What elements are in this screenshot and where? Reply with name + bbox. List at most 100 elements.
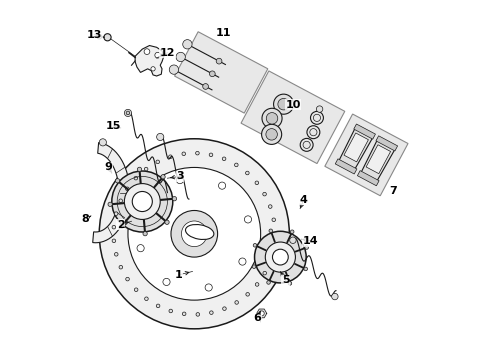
- Text: 8: 8: [81, 215, 89, 224]
- Circle shape: [142, 202, 149, 210]
- Circle shape: [290, 230, 293, 234]
- Circle shape: [263, 271, 266, 275]
- Circle shape: [115, 179, 120, 183]
- Circle shape: [119, 265, 122, 269]
- Circle shape: [182, 312, 185, 316]
- Text: 5: 5: [282, 275, 289, 285]
- Text: 7: 7: [388, 186, 396, 196]
- Polygon shape: [93, 143, 129, 243]
- Text: 10: 10: [285, 100, 300, 110]
- Circle shape: [222, 157, 225, 161]
- Circle shape: [144, 167, 147, 171]
- Polygon shape: [360, 139, 395, 183]
- Circle shape: [272, 249, 287, 265]
- Circle shape: [259, 311, 264, 316]
- Polygon shape: [256, 309, 266, 318]
- Circle shape: [216, 58, 222, 64]
- Circle shape: [254, 231, 305, 283]
- Circle shape: [255, 181, 258, 185]
- Circle shape: [171, 211, 217, 257]
- Circle shape: [287, 282, 291, 285]
- Circle shape: [268, 259, 272, 262]
- Circle shape: [181, 221, 207, 247]
- Circle shape: [252, 265, 255, 269]
- Circle shape: [104, 34, 111, 41]
- Circle shape: [112, 239, 116, 243]
- Circle shape: [266, 281, 270, 284]
- Circle shape: [266, 113, 277, 124]
- Circle shape: [245, 171, 248, 175]
- Circle shape: [134, 176, 138, 180]
- Circle shape: [156, 134, 163, 140]
- Circle shape: [144, 297, 148, 301]
- Circle shape: [128, 167, 260, 300]
- Circle shape: [156, 160, 159, 164]
- Circle shape: [265, 242, 295, 272]
- Circle shape: [265, 129, 277, 140]
- Circle shape: [261, 124, 281, 144]
- Circle shape: [262, 108, 282, 129]
- Circle shape: [196, 312, 199, 316]
- Text: 9: 9: [104, 162, 112, 172]
- Text: 1: 1: [174, 270, 182, 280]
- Text: 3: 3: [176, 171, 183, 181]
- Circle shape: [124, 184, 160, 220]
- Circle shape: [172, 197, 176, 201]
- Polygon shape: [335, 159, 356, 174]
- Circle shape: [316, 106, 322, 112]
- Text: 15: 15: [106, 121, 121, 131]
- Circle shape: [238, 258, 245, 265]
- Circle shape: [245, 293, 249, 296]
- Circle shape: [271, 218, 275, 221]
- Circle shape: [108, 202, 112, 207]
- Circle shape: [268, 205, 271, 208]
- Circle shape: [176, 176, 183, 184]
- Circle shape: [161, 175, 165, 179]
- Text: 2: 2: [117, 220, 124, 230]
- Circle shape: [134, 288, 138, 292]
- Circle shape: [142, 231, 147, 236]
- Circle shape: [331, 293, 337, 300]
- Circle shape: [163, 278, 170, 285]
- Circle shape: [164, 220, 169, 224]
- Text: 13: 13: [87, 30, 102, 40]
- Circle shape: [97, 34, 102, 39]
- Circle shape: [195, 151, 199, 155]
- Circle shape: [222, 307, 226, 310]
- Text: 4: 4: [299, 195, 307, 205]
- Text: 12: 12: [159, 48, 175, 58]
- Circle shape: [234, 301, 238, 304]
- Circle shape: [156, 304, 160, 308]
- Circle shape: [203, 84, 208, 89]
- Circle shape: [151, 67, 155, 71]
- Text: 6: 6: [253, 313, 261, 323]
- Circle shape: [125, 277, 129, 281]
- Circle shape: [137, 244, 144, 252]
- Circle shape: [183, 40, 192, 49]
- Polygon shape: [366, 145, 390, 174]
- Polygon shape: [375, 136, 397, 151]
- Text: 14: 14: [303, 236, 318, 246]
- Circle shape: [132, 192, 152, 212]
- Circle shape: [99, 139, 106, 146]
- Circle shape: [277, 98, 289, 110]
- Circle shape: [253, 243, 256, 247]
- Circle shape: [114, 252, 118, 256]
- Circle shape: [182, 152, 185, 156]
- Circle shape: [304, 267, 307, 271]
- Circle shape: [169, 309, 172, 313]
- Circle shape: [168, 155, 172, 158]
- Circle shape: [209, 153, 212, 157]
- Circle shape: [273, 94, 293, 114]
- Circle shape: [209, 311, 213, 314]
- Polygon shape: [135, 45, 163, 76]
- Circle shape: [112, 225, 116, 229]
- Circle shape: [218, 182, 225, 189]
- Text: 11: 11: [215, 28, 230, 38]
- Circle shape: [262, 192, 266, 196]
- Polygon shape: [241, 71, 344, 163]
- Polygon shape: [343, 133, 367, 162]
- Circle shape: [244, 216, 251, 223]
- Circle shape: [137, 167, 142, 171]
- Polygon shape: [353, 124, 375, 139]
